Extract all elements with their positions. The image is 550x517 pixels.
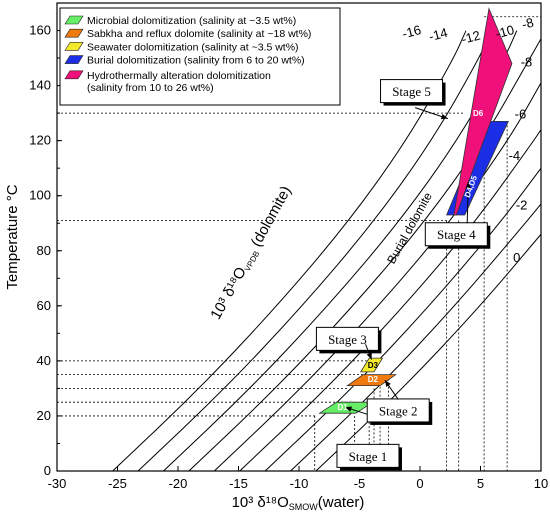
region-d3 xyxy=(359,357,384,373)
legend-label: Hydrothermally alteration dolomitization xyxy=(87,70,271,82)
y-tick-label: 60 xyxy=(37,298,51,313)
region-d2 xyxy=(346,374,398,387)
legend-swatch xyxy=(64,55,84,64)
legend-label: Microbial dolomitization (salinity at ~3… xyxy=(87,15,296,27)
x-tick-label: -20 xyxy=(169,476,188,491)
x-tick-label: 10 xyxy=(534,476,548,491)
stage-arrow-line xyxy=(466,181,469,224)
x-tick-label: 0 xyxy=(416,476,423,491)
legend-label: Burial dolomitization (salinity from 6 t… xyxy=(87,55,305,67)
dolomite-curve xyxy=(264,167,542,472)
stage-box xyxy=(424,222,488,247)
legend-label-line2: (salinity from 10 to 26 wt%) xyxy=(87,82,214,94)
legend-swatch xyxy=(64,42,84,51)
y-tick-label: 0 xyxy=(44,463,51,478)
y-tick-label: 140 xyxy=(29,78,51,93)
y-tick-label: 100 xyxy=(29,188,51,203)
region-label: D1 xyxy=(337,403,348,412)
dolomite-curve xyxy=(290,203,542,472)
dolomite-axis-label: 10³ δ¹⁸OVPDB (dolomite) xyxy=(207,183,295,323)
legend-swatch xyxy=(64,70,84,80)
y-tick-label: 120 xyxy=(29,133,51,148)
stage-box xyxy=(336,443,400,468)
curve-label: 0 xyxy=(513,250,520,265)
x-axis-title: 10³ δ¹⁸OSMOW(water) xyxy=(232,494,365,512)
curve-label: -14 xyxy=(427,25,449,44)
dolomite-curve xyxy=(315,233,542,472)
stage-label: Stage 5 xyxy=(392,84,431,99)
curve-label: -8 xyxy=(520,15,535,32)
legend-label: Sabkha and reflux dolomite (salinity at … xyxy=(87,28,311,40)
region-d6 xyxy=(453,7,513,216)
legend: Microbial dolomitization (salinity at ~3… xyxy=(59,7,341,106)
x-tick-label: -30 xyxy=(48,476,67,491)
y-tick-label: 160 xyxy=(29,23,51,38)
stage-label: Stage 1 xyxy=(349,449,388,464)
stage-arrow-head xyxy=(344,406,352,412)
stage-label: Stage 4 xyxy=(437,227,476,242)
x-tick-label: -25 xyxy=(108,476,127,491)
stage-callouts-layer: Stage 1 Stage 2 Stage 3 Stage 4 Stage 5 xyxy=(315,79,491,471)
y-tick-label: 80 xyxy=(37,243,51,258)
x-tick-label: -15 xyxy=(229,476,248,491)
curve-label: -8 xyxy=(521,54,533,69)
axes-layer: -30 -25 -20 -15 -10 -5 0 5 100204060801001201401… xyxy=(4,2,548,512)
dolomite-curve xyxy=(239,129,542,472)
dolomite-regions-layer xyxy=(318,7,513,414)
region-label: D3 xyxy=(368,361,379,370)
x-tick-label: -5 xyxy=(354,476,366,491)
dolomite-curve xyxy=(137,30,492,472)
stage-arrow-head xyxy=(440,113,448,120)
curve-label: -4 xyxy=(509,148,521,163)
curve-label: -6 xyxy=(515,107,527,122)
y-tick-label: 20 xyxy=(37,408,51,423)
stage-label: Stage 3 xyxy=(328,332,367,347)
stage-arrow-head xyxy=(465,181,471,189)
x-tick-label: -10 xyxy=(290,476,309,491)
dolomite-curve xyxy=(188,38,542,472)
dolomite-curve xyxy=(213,82,542,472)
legend-label: Seawater dolomitization (salinity at ~3.… xyxy=(87,41,299,53)
curve-label: -12 xyxy=(460,28,482,47)
curve-label: -10 xyxy=(494,22,516,41)
stage-label: Stage 2 xyxy=(379,403,418,418)
region-label: D6 xyxy=(473,109,484,118)
region-label: D2 xyxy=(368,375,379,384)
legend-box xyxy=(59,7,341,106)
curve-label: -2 xyxy=(516,197,528,212)
x-tick-label: 5 xyxy=(477,476,484,491)
y-axis-title: Temperature °C xyxy=(4,184,21,289)
stage-box xyxy=(315,326,379,351)
curve-label: -16 xyxy=(401,22,423,41)
y-tick-label: 40 xyxy=(37,353,51,368)
legend-swatch xyxy=(64,15,84,25)
stage-arrow-head xyxy=(366,352,372,360)
legend-swatch xyxy=(64,28,84,38)
stage-box xyxy=(380,79,444,104)
stage-arrow-head xyxy=(384,380,391,388)
dolomite-curve xyxy=(112,30,467,472)
